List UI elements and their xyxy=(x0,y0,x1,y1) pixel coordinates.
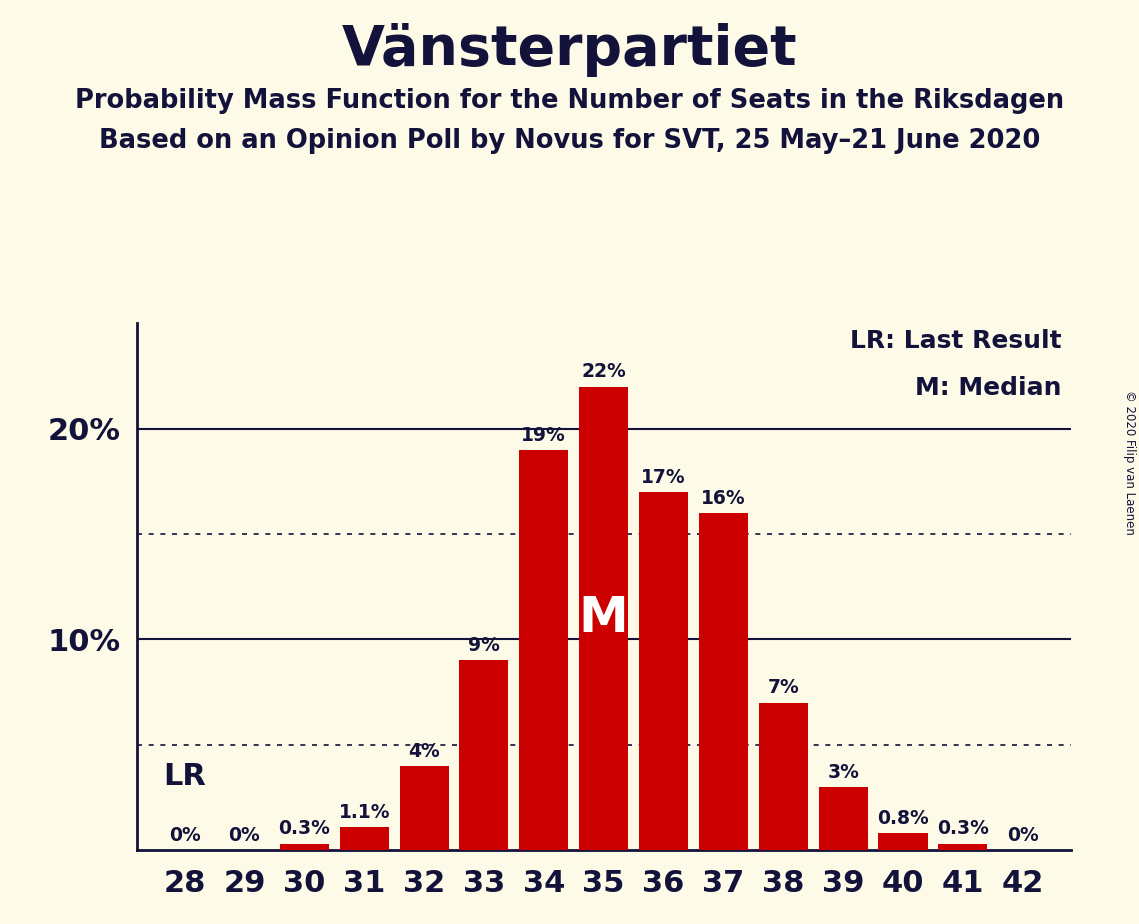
Text: LR: Last Result: LR: Last Result xyxy=(850,329,1062,353)
Text: 7%: 7% xyxy=(768,678,800,698)
Text: 0.8%: 0.8% xyxy=(877,808,929,828)
Text: Probability Mass Function for the Number of Seats in the Riksdagen: Probability Mass Function for the Number… xyxy=(75,88,1064,114)
Bar xyxy=(400,766,449,850)
Text: Based on an Opinion Poll by Novus for SVT, 25 May–21 June 2020: Based on an Opinion Poll by Novus for SV… xyxy=(99,128,1040,153)
Bar xyxy=(280,844,329,850)
Text: 0.3%: 0.3% xyxy=(278,820,330,838)
Text: 0%: 0% xyxy=(169,826,200,845)
Bar xyxy=(459,661,508,850)
Bar xyxy=(819,787,868,850)
Text: © 2020 Filip van Laenen: © 2020 Filip van Laenen xyxy=(1123,390,1137,534)
Text: 0%: 0% xyxy=(1007,826,1039,845)
Bar xyxy=(759,702,808,850)
Text: LR: LR xyxy=(164,762,206,791)
Text: 19%: 19% xyxy=(522,426,566,444)
Text: 22%: 22% xyxy=(581,362,626,382)
Bar xyxy=(699,513,748,850)
Text: 17%: 17% xyxy=(641,468,686,487)
Text: 0%: 0% xyxy=(229,826,261,845)
Text: M: M xyxy=(579,594,629,642)
Text: 0.3%: 0.3% xyxy=(937,820,989,838)
Text: 3%: 3% xyxy=(827,762,859,782)
Bar xyxy=(339,827,388,850)
Text: 4%: 4% xyxy=(408,742,440,760)
Bar xyxy=(939,844,988,850)
Text: 1.1%: 1.1% xyxy=(338,803,390,821)
Text: 16%: 16% xyxy=(702,489,746,508)
Text: M: Median: M: Median xyxy=(915,376,1062,400)
Text: Vänsterpartiet: Vänsterpartiet xyxy=(342,23,797,77)
Text: 9%: 9% xyxy=(468,637,500,655)
Bar xyxy=(639,492,688,850)
Bar xyxy=(878,833,927,850)
Bar xyxy=(519,450,568,850)
Bar xyxy=(579,386,629,850)
